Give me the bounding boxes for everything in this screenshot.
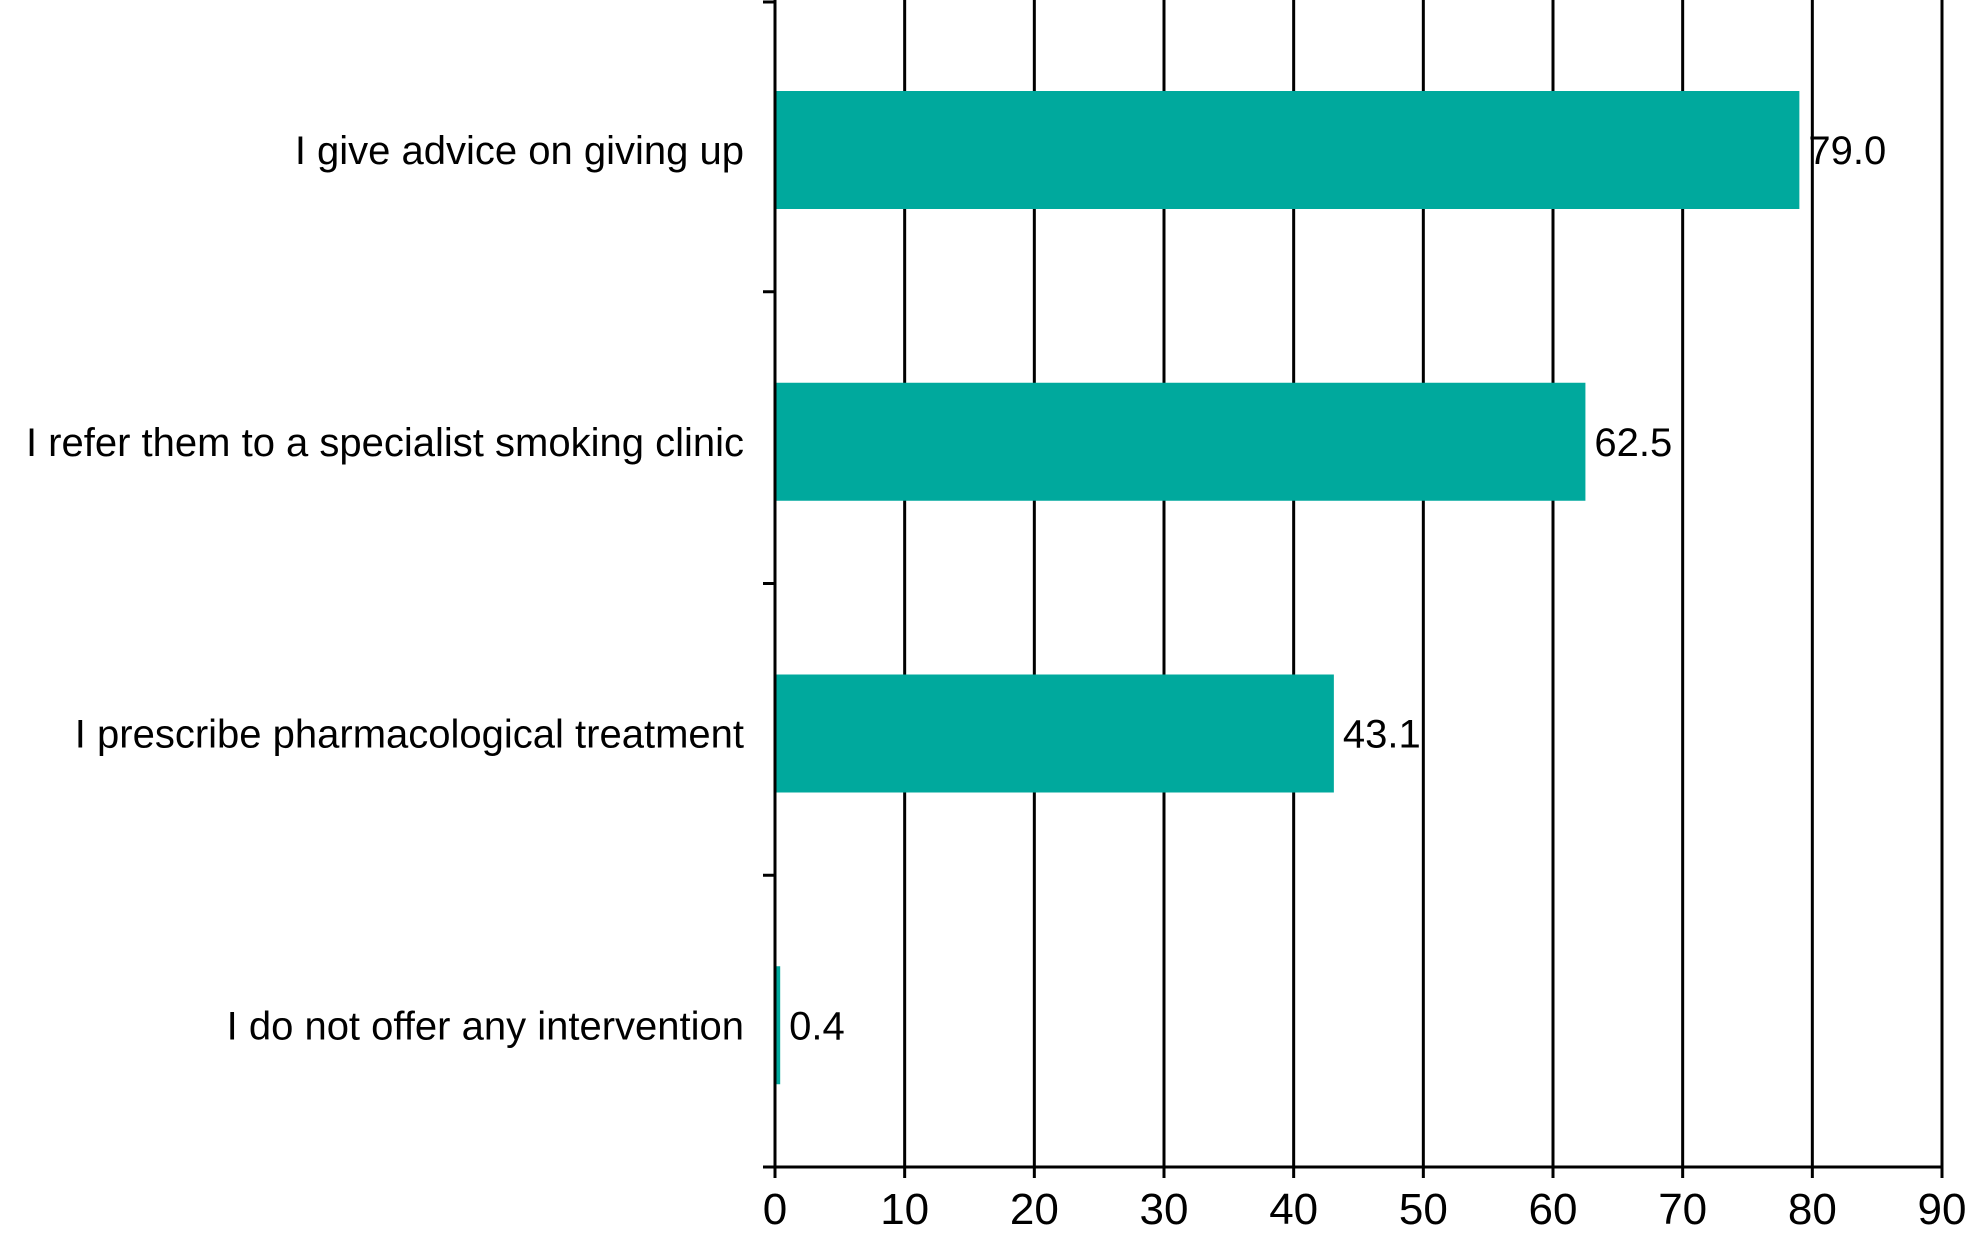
- x-tick-label-90: 90: [1918, 1185, 1967, 1234]
- x-tick-label-80: 80: [1788, 1185, 1837, 1234]
- category-label-3: I prescribe pharmacological treatment: [75, 713, 744, 757]
- x-tick-label-30: 30: [1140, 1185, 1189, 1234]
- bar-1: [775, 91, 1800, 209]
- bar-3: [775, 674, 1334, 793]
- x-tick-label-10: 10: [880, 1185, 929, 1234]
- data-label-1: 79.0: [1808, 129, 1886, 173]
- category-label-2: I refer them to a specialist smoking cli…: [26, 421, 744, 465]
- bars: [775, 91, 1800, 1085]
- category-label-1: I give advice on giving up: [295, 129, 744, 173]
- category-label-4: I do not offer any intervention: [227, 1004, 744, 1048]
- x-tick-label-40: 40: [1269, 1185, 1318, 1234]
- x-tick-label-20: 20: [1010, 1185, 1059, 1234]
- data-label-3: 43.1: [1343, 713, 1421, 757]
- axes: [763, 0, 1944, 1178]
- x-tick-label-0: 0: [763, 1185, 787, 1234]
- labels: 79.0 I give advice on giving up 62.5 I refe…: [26, 129, 1967, 1234]
- bar-2: [775, 382, 1586, 501]
- data-label-4: 0.4: [789, 1004, 845, 1048]
- x-tick-label-60: 60: [1529, 1185, 1578, 1234]
- x-tick-label-50: 50: [1399, 1185, 1448, 1234]
- x-tick-label-70: 70: [1658, 1185, 1707, 1234]
- data-label-2: 62.5: [1594, 421, 1672, 465]
- bar-4: [775, 966, 781, 1085]
